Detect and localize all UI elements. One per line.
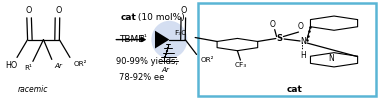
Text: CF₃: CF₃ <box>235 62 247 68</box>
Text: 90-99% yields;: 90-99% yields; <box>116 57 178 66</box>
Text: O: O <box>297 22 303 31</box>
Text: O: O <box>181 6 187 15</box>
Polygon shape <box>155 31 169 49</box>
Text: Ar: Ar <box>161 67 170 73</box>
Text: HO: HO <box>6 61 18 70</box>
Ellipse shape <box>151 21 187 58</box>
FancyBboxPatch shape <box>198 3 376 96</box>
Text: N: N <box>300 37 306 46</box>
Text: Ar: Ar <box>55 63 63 69</box>
Text: H: H <box>300 51 306 60</box>
Text: (10 mol%): (10 mol%) <box>135 13 185 22</box>
Text: O: O <box>270 20 276 29</box>
Text: R¹: R¹ <box>139 35 147 41</box>
Text: TBME: TBME <box>119 35 144 44</box>
Text: racemic: racemic <box>18 85 48 94</box>
Text: F₃C: F₃C <box>174 30 186 36</box>
Text: O: O <box>55 6 61 15</box>
Text: O: O <box>26 6 32 15</box>
Text: N: N <box>328 54 334 63</box>
Text: 78-92% ee: 78-92% ee <box>119 73 164 82</box>
Text: OR²: OR² <box>200 57 214 63</box>
Text: OR²: OR² <box>74 61 87 67</box>
Text: cat: cat <box>121 13 137 22</box>
Text: R¹: R¹ <box>25 65 32 71</box>
Text: cat: cat <box>287 85 303 94</box>
Text: S: S <box>277 34 283 42</box>
